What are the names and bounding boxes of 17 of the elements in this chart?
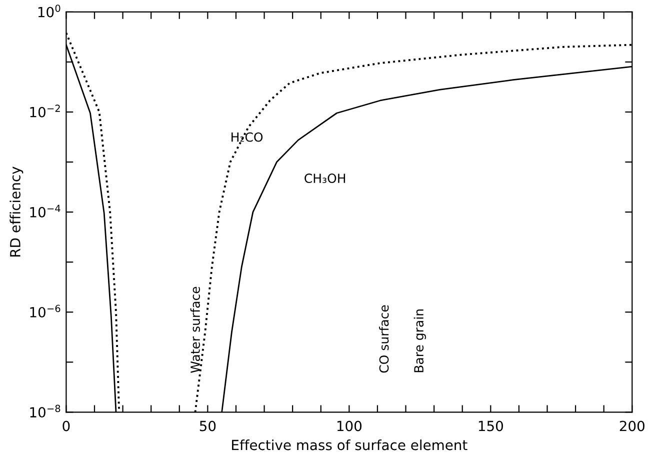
x-tick-label: 150	[478, 420, 503, 432]
annotation: CO surface	[379, 305, 389, 373]
x-tick-label: 50	[200, 420, 216, 432]
annotation: Bare grain	[414, 310, 426, 372]
y-tick-label: 10$^{−8}$	[30, 404, 60, 418]
x-tick-label: 200	[620, 420, 644, 432]
x-tick-label: 100	[337, 420, 362, 432]
y-axis-title: RD efficiency	[10, 166, 24, 257]
y-tick-label: 10$^{−6}$	[30, 304, 60, 318]
annotation: Water surface	[190, 286, 200, 373]
x-axis-title: Effective mass of surface element	[232, 439, 468, 450]
x-tick-label: 0	[62, 420, 70, 432]
text: CH₃OH	[304, 174, 346, 184]
y-tick-label: 10$^{−2}$	[30, 104, 60, 118]
y-tick-label: 10$^{0}$	[38, 4, 60, 18]
series-label: H₂CO	[232, 132, 263, 142]
y-tick-label: 10$^{−4}$	[30, 204, 60, 218]
